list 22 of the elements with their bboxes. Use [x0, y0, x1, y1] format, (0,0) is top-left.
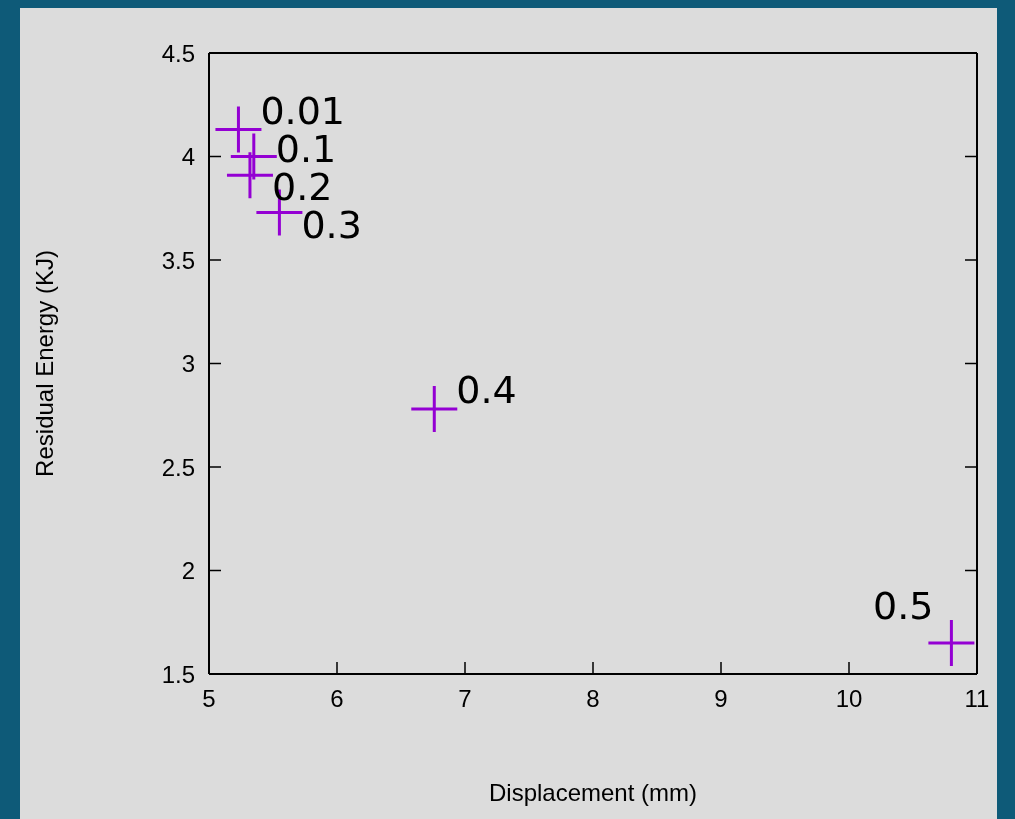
annotation: 0.5: [872, 583, 934, 628]
x-tick-label: 9: [714, 685, 728, 713]
y-tick-label: 2: [181, 557, 195, 585]
x-tick-label: 6: [330, 685, 344, 713]
y-tick-label: 4: [181, 143, 195, 171]
point: [411, 386, 458, 433]
point: [928, 619, 975, 666]
annotation: 0.4: [456, 368, 517, 413]
x-tick-label: 7: [458, 685, 472, 713]
y-tick-label: 2.5: [161, 453, 195, 481]
point: [226, 152, 273, 199]
point: [215, 106, 262, 153]
y-tick-label: 3.5: [161, 246, 195, 274]
x-tick-label: 10: [835, 685, 863, 713]
y-tick-label: 4.5: [161, 39, 195, 67]
y-axis-title: Residual Energy (KJ): [30, 250, 58, 477]
x-tick-label: 5: [202, 685, 216, 713]
x-axis-title: Displacement (mm): [488, 779, 698, 806]
y-tick-label: 3: [181, 350, 195, 378]
x-tick-label: 8: [586, 685, 600, 713]
y-tick-label: 1.5: [161, 660, 195, 688]
x-tick-label: 11: [964, 685, 990, 713]
